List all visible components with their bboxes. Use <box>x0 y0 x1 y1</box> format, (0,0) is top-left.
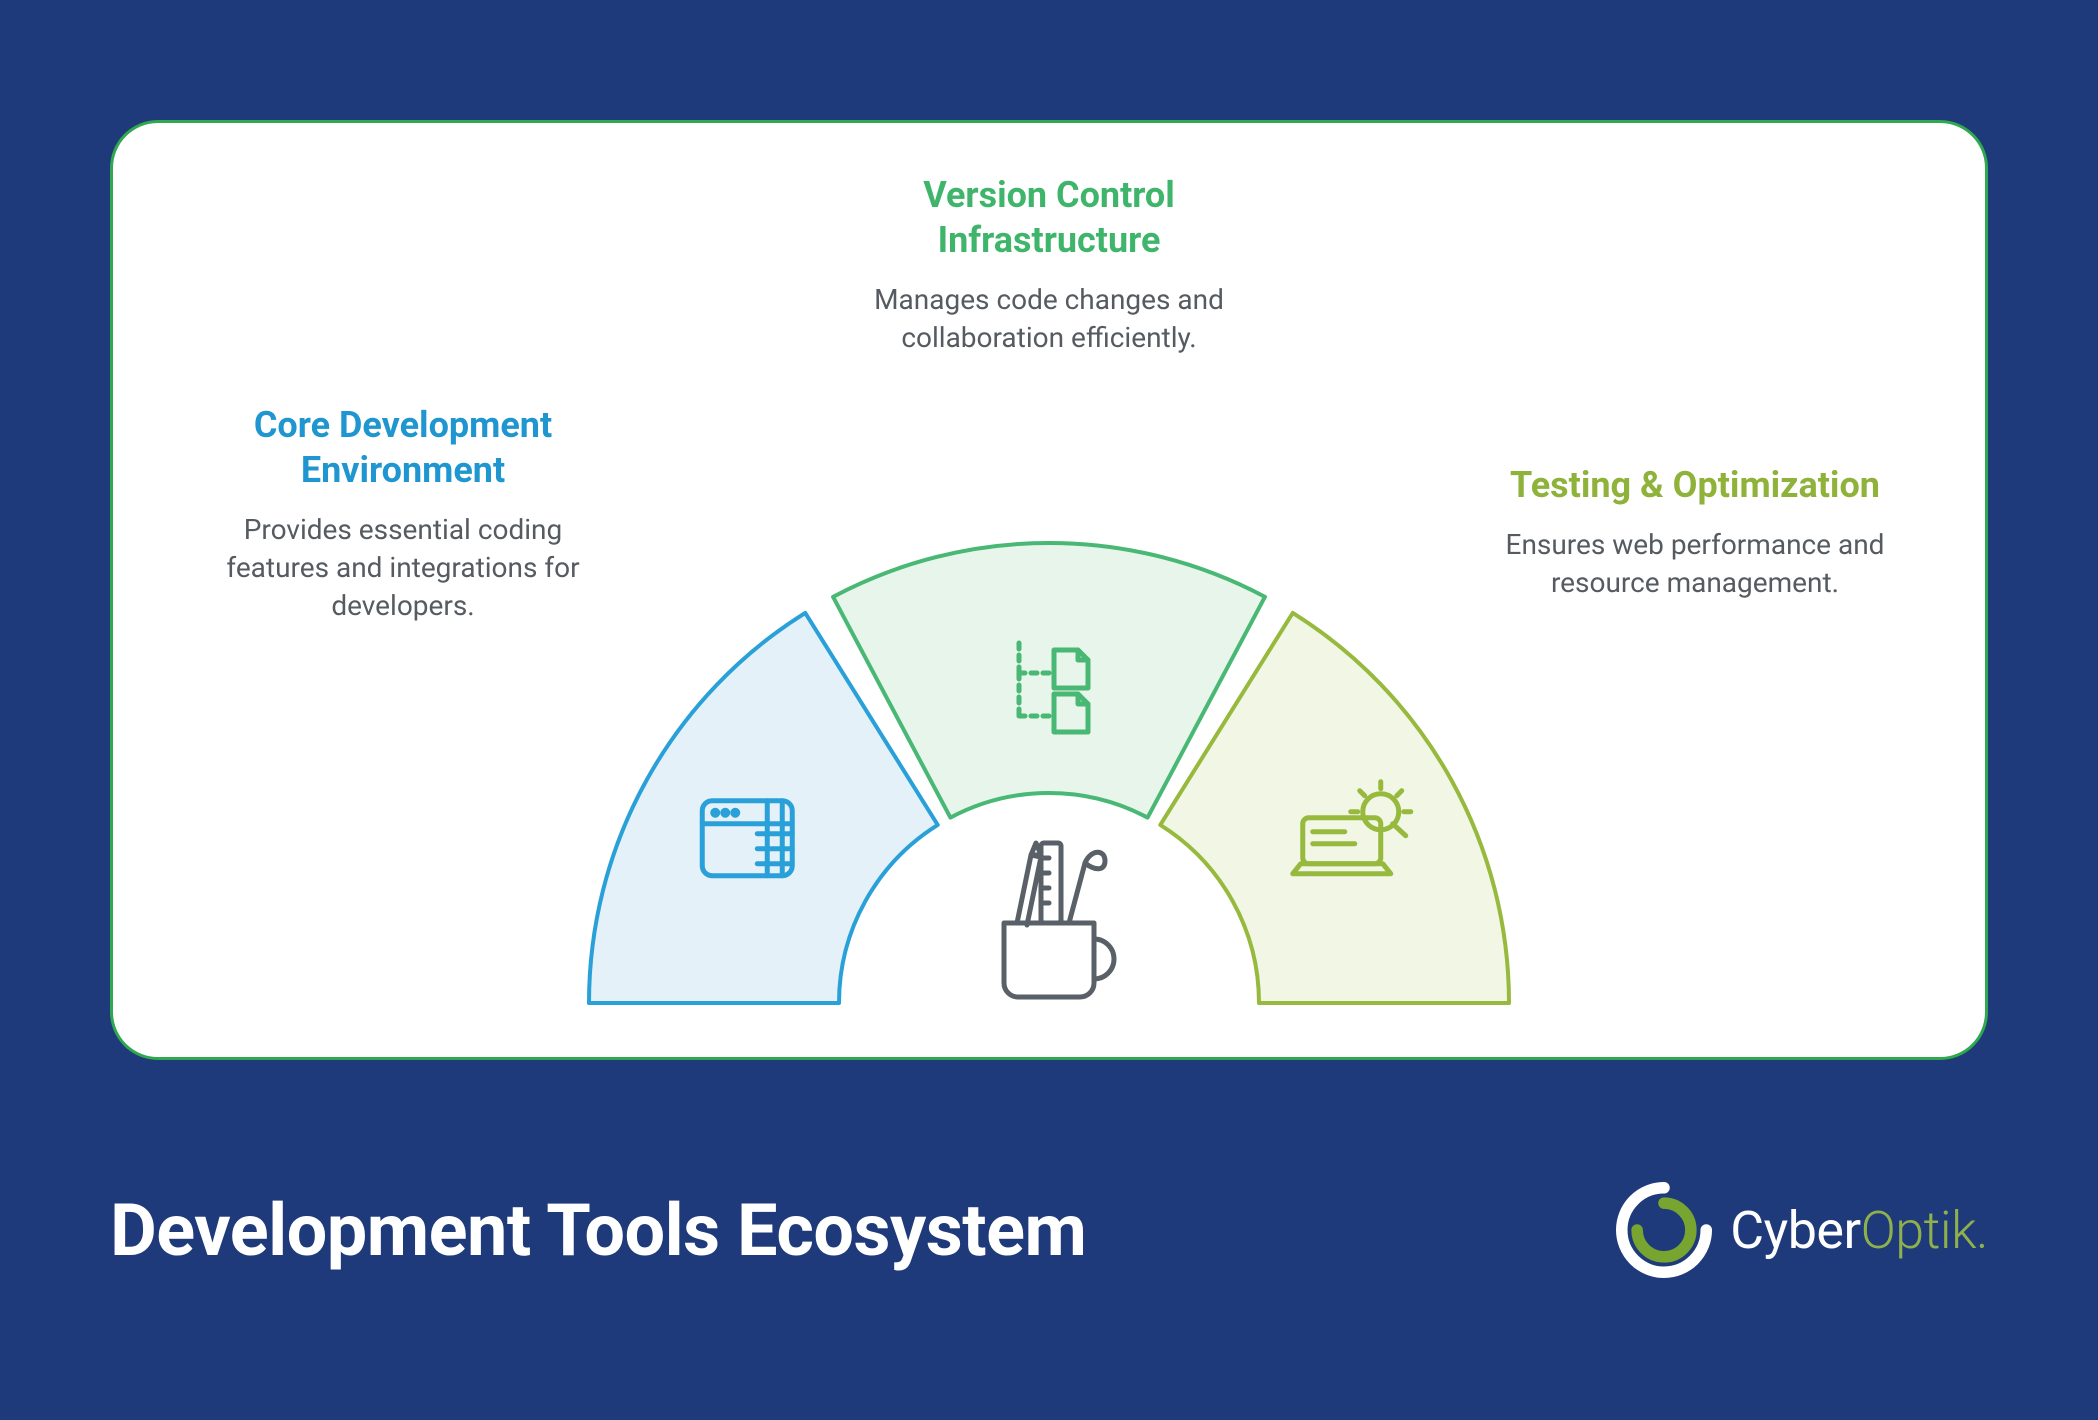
segment-label-version-control: Version Control Infrastructure Manages c… <box>809 173 1289 357</box>
segment-title: Core Development Environment <box>203 403 603 493</box>
page-title: Development Tools Ecosystem <box>110 1188 1086 1273</box>
segment-desc: Ensures web performance and resource man… <box>1495 526 1895 602</box>
segment-desc: Manages code changes and collaboration e… <box>809 281 1289 357</box>
brand-logo-mark <box>1616 1182 1712 1278</box>
brand-logo-text: CyberOptik. <box>1730 1200 1988 1261</box>
brand-name-b: Optik. <box>1861 1200 1988 1261</box>
segment-label-core-dev: Core Development Environment Provides es… <box>203 403 603 624</box>
footer-bar: Development Tools Ecosystem CyberOptik. <box>110 1150 1988 1310</box>
gauge-diagram <box>569 513 1529 1013</box>
brand-logo: CyberOptik. <box>1616 1182 1988 1278</box>
tools-cup-icon <box>1004 843 1114 997</box>
brand-name-a: Cyber <box>1730 1200 1860 1261</box>
segment-desc: Provides essential coding features and i… <box>203 511 603 624</box>
segment-title: Testing & Optimization <box>1495 463 1895 508</box>
segment-label-testing-opt: Testing & Optimization Ensures web perfo… <box>1495 463 1895 602</box>
content-card: Core Development Environment Provides es… <box>110 120 1988 1060</box>
gauge-svg <box>569 513 1529 1013</box>
infographic-page: Core Development Environment Provides es… <box>0 0 2098 1420</box>
segment-title: Version Control Infrastructure <box>809 173 1289 263</box>
